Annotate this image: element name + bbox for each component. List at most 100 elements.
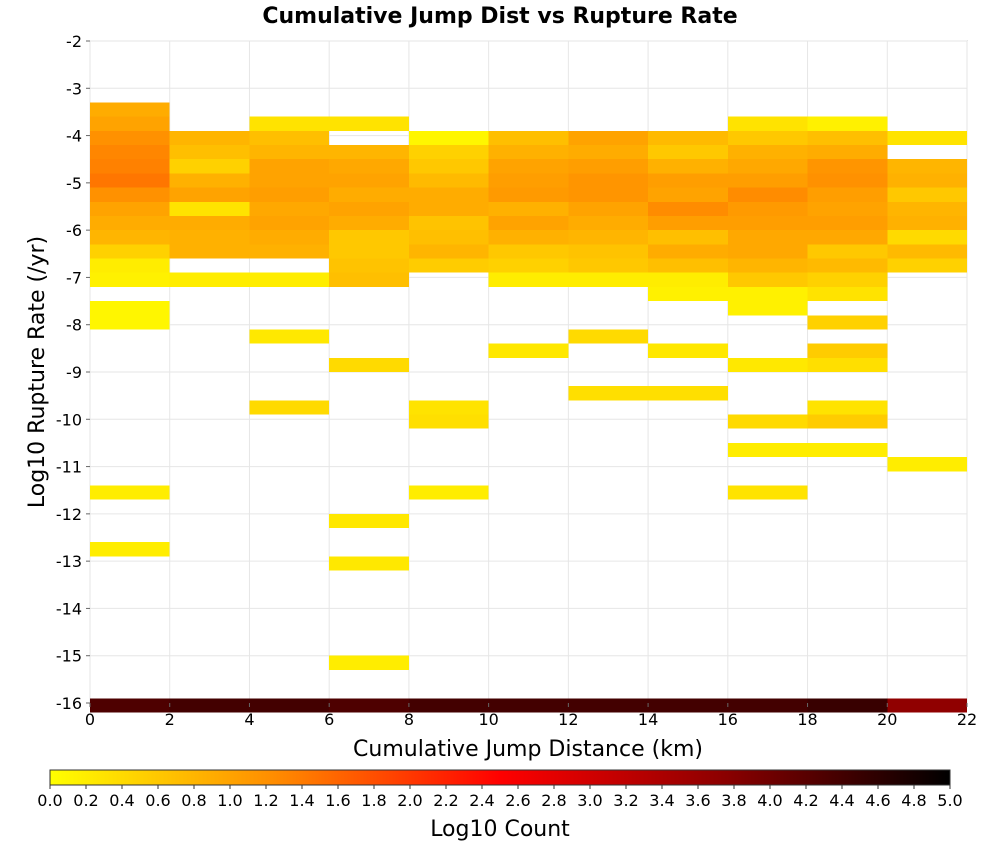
heatmap-cell [568,244,649,259]
colorbar-tick-label: 1.6 [325,791,350,810]
heatmap-cell [568,215,649,231]
x-tick-label: 14 [638,710,658,729]
heatmap-cell [648,386,728,401]
heatmap-cell [329,272,409,287]
colorbar-tick-label: 2.6 [505,791,530,810]
heatmap-cell [408,400,489,415]
heatmap-cell [329,556,409,571]
y-tick-label: -12 [56,505,82,524]
heatmap-cell [648,258,728,273]
heatmap-cell [648,244,728,259]
heatmap-cell [329,116,409,131]
colorbar-tick-label: 0.4 [109,791,134,810]
y-tick-label: -4 [66,127,82,146]
heatmap-cell [329,230,409,245]
heatmap-cell [887,215,967,231]
heatmap-cell [648,159,728,174]
heatmap-cells [90,102,967,713]
heatmap-cell [249,116,330,131]
heatmap-cell [807,315,888,330]
heatmap-cell [488,145,569,160]
x-tick-label: 16 [718,710,738,729]
heatmap-cell [568,386,649,401]
heatmap-cell [408,230,489,245]
heatmap-cell [488,173,569,188]
y-tick-label: -16 [56,694,82,713]
heatmap-cell [408,698,489,713]
heatmap-cell [90,485,170,500]
axes: 0 2 4 6 8 10 12 14 16 18 20 22 -2 -3 -4 -5 -6 -7 -8 -9 -10 -1… [56,32,977,729]
heatmap-cell [329,173,409,188]
heatmap-cell [408,215,489,231]
heatmap-cell [727,215,808,231]
heatmap-cell [329,655,409,670]
heatmap-cell [807,215,888,231]
heatmap-cell [807,187,888,202]
heatmap-cell [887,258,967,273]
heatmap-cell [90,173,170,188]
heatmap-cell [887,244,967,259]
heatmap-cell [90,301,170,316]
heatmap-cell [887,173,967,188]
heatmap-cell [807,272,888,287]
heatmap-cell [329,258,409,273]
heatmap-cell [727,301,808,316]
heatmap-cell [727,357,808,372]
colorbar-tick-label: 2.8 [541,791,566,810]
heatmap-cell [329,145,409,160]
y-tick-label: -14 [56,599,82,618]
heatmap-cell [488,159,569,174]
heatmap-cell [568,698,649,713]
heatmap-cell [329,698,409,713]
heatmap-cell [249,215,330,231]
y-tick-label: -8 [66,316,82,335]
y-tick-label: -10 [56,410,82,429]
heatmap-cell [727,698,808,713]
heatmap-cell [648,215,728,231]
heatmap-cell [329,187,409,202]
heatmap-cell [488,215,569,231]
heatmap-cell [249,272,330,287]
heatmap-cell [249,698,330,713]
heatmap-cell [249,201,330,216]
heatmap-cell [807,414,888,429]
heatmap-cell [408,145,489,160]
heatmap-cell [488,258,569,273]
heatmap-cell [807,698,888,713]
heatmap-cell [408,244,489,259]
heatmap-cell [169,173,250,188]
heatmap-cell [887,457,967,472]
colorbar-tick-label: 2.0 [397,791,422,810]
heatmap-cell [807,130,888,146]
heatmap-cell [249,187,330,202]
x-tick-label: 10 [478,710,498,729]
heatmap-cell [408,201,489,216]
heatmap-cell [887,130,967,146]
heatmap-cell [329,159,409,174]
heatmap-cell [329,201,409,216]
heatmap-cell [169,272,250,287]
heatmap-cell [329,513,409,529]
colorbar-ticks: 0.0 0.2 0.4 0.6 0.8 1.0 1.2 1.4 1.6 1.8 2.0 2.2 2.4 2… [37,785,963,810]
heatmap-cell [727,272,808,287]
heatmap-cell [408,173,489,188]
y-axis-title: Log10 Rupture Rate (/yr) [25,236,50,508]
x-tick-label: 4 [244,710,254,729]
x-tick-label: 20 [877,710,897,729]
heatmap-cell [568,159,649,174]
heatmap-cell [408,159,489,174]
heatmap-cell [568,173,649,188]
heatmap-cell [648,343,728,358]
heatmap-cell [169,145,250,160]
heatmap-cell [648,230,728,245]
heatmap-cell [807,442,888,458]
heatmap-cell [90,698,170,713]
colorbar-tick-label: 1.4 [289,791,314,810]
y-tick-label: -3 [66,79,82,98]
heatmap-cell [648,201,728,216]
heatmap-cell [568,272,649,287]
heatmap-cell [807,244,888,259]
heatmap-cell [488,187,569,202]
colorbar-tick-label: 1.0 [217,791,242,810]
